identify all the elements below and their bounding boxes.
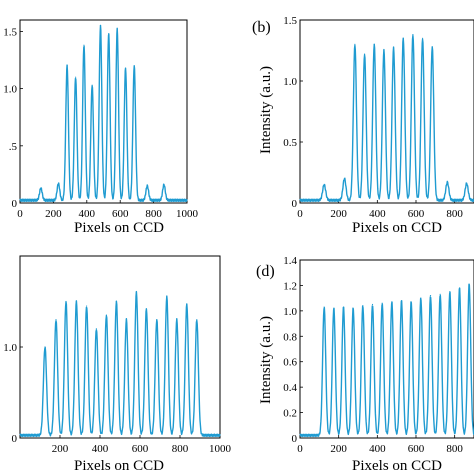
peak-point (83, 44, 85, 46)
panel-b: (b) 0 200 400 600 800 0 0.5 1.0 1.5 Pixels on CC… (252, 15, 474, 236)
x-tick-label: 0 (297, 208, 303, 220)
peak-point (421, 37, 424, 39)
peak-point (429, 295, 432, 297)
x-tick-label: 800 (172, 443, 189, 455)
panel-a-axes-box (19, 19, 188, 204)
peak-point (371, 303, 374, 306)
y-tick-label: 0 (292, 433, 298, 445)
x-tick-label: 200 (45, 208, 62, 220)
panel-b-ticks: 0 200 400 600 800 0 0.5 1.0 1.5 (283, 15, 468, 220)
x-tick-label: 600 (112, 208, 129, 220)
peak-point (75, 76, 77, 78)
peak-point (95, 328, 97, 330)
peak-point (354, 43, 356, 46)
y-tick-label: 0 (292, 198, 298, 210)
panel-b-ylabel: Intensity (a.u.) (258, 66, 274, 154)
peak-point (86, 305, 88, 307)
peak-point (439, 293, 441, 295)
x-tick-label: 600 (132, 443, 149, 455)
x-tick-label: 0 (17, 208, 23, 220)
panel-d-curve (299, 283, 474, 438)
y-tick-label: 0 (12, 198, 18, 210)
panel-a-xlabel: Pixels on CCD (74, 220, 164, 236)
x-tick-label: 600 (408, 208, 425, 220)
panel-d-xlabel: Pixels on CCD (352, 458, 442, 474)
panel-c-xlabel: Pixels on CCD (74, 458, 164, 474)
x-tick-label: 200 (330, 443, 347, 455)
panel-d-ticks: 0 200 400 600 800 0 0.2 0.4 0.6 0.8 1.0 1.2 1.4 (283, 255, 470, 455)
panel-d-axes-box (299, 259, 474, 439)
x-tick-label: 400 (79, 208, 96, 220)
y-tick-label: 1.0 (283, 306, 297, 318)
y-tick-label: 0.8 (283, 331, 297, 343)
peak-point (55, 319, 57, 321)
panel-d: (d) 0 200 400 600 80000.20.40.60.81.01.21.4 … (256, 255, 474, 474)
panel-c-ticks: 200 400 600 800 1000 0 1.0 (3, 291, 232, 455)
x-tick-label: 200 (330, 208, 347, 220)
panel-a-ticks: 0 200 400 600 800 1000 0 .5 1.0 1.5 (3, 25, 199, 220)
panel-c: 200 400 600 800 1000 0 1.0 Pixels on CCD (3, 255, 232, 474)
panel-c-curve (19, 290, 221, 438)
y-tick-label: .5 (9, 141, 18, 153)
y-tick-label: 1.5 (3, 26, 17, 38)
y-tick-label: 0.6 (283, 357, 297, 369)
panel-b-label: (b) (252, 19, 271, 36)
y-tick-label: 0.2 (283, 408, 297, 420)
panel-d-label: (d) (256, 263, 275, 280)
x-tick-label: 1000 (209, 443, 232, 455)
y-tick-label: 1.5 (283, 15, 297, 27)
y-tick-label: 0.4 (283, 382, 297, 394)
x-tick-label: 800 (446, 208, 463, 220)
x-tick-label: 400 (369, 443, 386, 455)
y-tick-label: 1.0 (283, 76, 297, 88)
panel-a-curve (19, 24, 188, 203)
panel-b-axes-box (299, 19, 474, 204)
panel-d-ylabel: Intensity (a.u.) (258, 316, 274, 404)
y-tick-label: 1.2 (283, 280, 297, 292)
y-tick-label: 0 (12, 433, 18, 445)
y-tick-label: 1.4 (283, 255, 297, 267)
y-tick-label: 1.0 (3, 84, 17, 96)
x-tick-label: 800 (145, 208, 162, 220)
x-tick-label: 400 (369, 208, 386, 220)
panel-a: 0 200 400 600 800 1000 0 .5 1.0 1.5 Pixels on CCD (3, 19, 199, 236)
panel-b-xlabel: Pixels on CCD (352, 220, 442, 236)
y-tick-label: 0.5 (283, 137, 297, 149)
y-tick-label: 1.0 (3, 342, 17, 354)
x-tick-label: 200 (52, 443, 69, 455)
x-tick-label: 1000 (176, 208, 199, 220)
panel-b-curve (299, 34, 474, 203)
x-tick-label: 800 (446, 443, 463, 455)
x-tick-label: 600 (408, 443, 425, 455)
x-tick-label: 0 (297, 443, 303, 455)
x-tick-label: 400 (92, 443, 109, 455)
